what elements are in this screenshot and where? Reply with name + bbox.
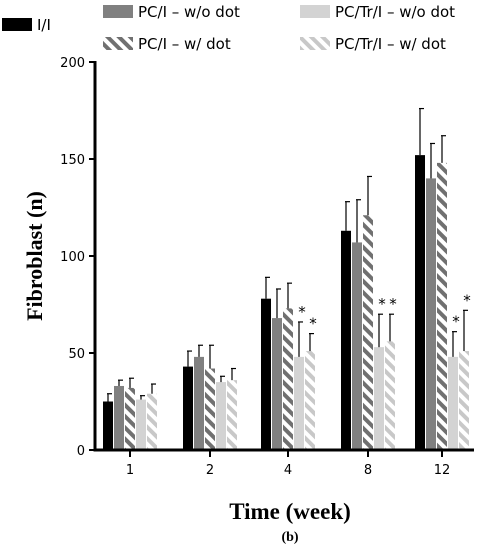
error-bar-i-i-week-12 [419,107,424,156]
error-bar-i-i-week-2 [187,350,192,367]
error-bar-pc-tr-i-w-dot-week-12 [463,309,468,352]
error-bar-i-i-week-8 [345,201,350,231]
error-bar-pc-tr-i-w-dot-week-4 [309,333,314,352]
legend: I/I PC/I – w/o dot PC/I – w/ dot PC/Tr/I – … [2,3,455,53]
error-bar-pc-tr-i-w-o-dot-week-8 [378,313,383,348]
bar-pc-i-w-o-dot-week-2 [194,356,204,450]
bar-pc-i-w-dot-week-8 [363,215,373,450]
error-bar-pc-i-w-dot-week-1 [129,377,134,388]
bar-pc-i-w-o-dot-week-1 [114,385,124,450]
bar-i-i-week-4 [261,298,271,450]
x-tick-label: 8 [364,463,372,478]
x-tick-label: 2 [206,463,214,478]
bar-pc-tr-i-w-dot-week-12 [459,351,469,450]
legend-label: PC/Tr/I – w/o dot [335,3,455,21]
bar-pc-tr-i-w-dot-week-2 [227,380,237,450]
bar-pc-tr-i-w-o-dot-week-1 [136,399,146,450]
error-bar-pc-tr-i-w-o-dot-week-2 [220,375,225,383]
legend-item-i-i: I/I [2,16,51,34]
legend-swatch [103,37,133,50]
error-bar-pc-i-w-dot-week-8 [367,175,372,216]
bar-pc-i-w-o-dot-week-8 [352,242,362,450]
legend-item-pc-tr-i-w-o-dot: PC/Tr/I – w/o dot [300,3,455,21]
x-axis-title: Time (week) [229,499,351,524]
error-bar-pc-i-w-o-dot-week-2 [198,344,203,357]
error-bar-pc-i-w-dot-week-12 [441,135,446,163]
bar-pc-tr-i-w-dot-week-8 [385,341,395,450]
error-bar-pc-tr-i-w-dot-week-2 [231,367,236,381]
y-tick-label: 100 [60,250,85,265]
error-bar-pc-i-w-dot-week-4 [287,282,292,309]
y-axis-title: Fibroblast (n) [22,191,47,321]
significance-marker: * [309,315,317,333]
bar-pc-tr-i-w-o-dot-week-12 [448,356,458,450]
legend-label: PC/Tr/I – w/ dot [335,35,446,53]
significance-marker: * [298,303,306,321]
bar-pc-i-w-dot-week-4 [283,308,293,450]
legend-swatch [300,5,330,18]
error-bar-pc-tr-i-w-o-dot-week-4 [298,321,303,357]
bar-i-i-week-2 [183,366,193,450]
legend-item-pc-tr-i-w-dot: PC/Tr/I – w/ dot [300,35,446,53]
error-bar-pc-i-w-o-dot-week-4 [276,288,281,319]
error-bar-pc-i-w-dot-week-2 [209,344,214,369]
legend-swatch [300,37,330,50]
bar-i-i-week-12 [415,155,425,450]
error-bar-pc-tr-i-w-dot-week-1 [151,383,156,394]
bar-pc-i-w-o-dot-week-12 [426,178,436,450]
bar-pc-tr-i-w-dot-week-1 [147,393,157,450]
legend-item-pc-i-w-dot: PC/I – w/ dot [103,35,231,53]
error-bar-i-i-week-4 [265,276,270,299]
legend-swatch [2,18,32,31]
legend-item-pc-i-w-o-dot: PC/I – w/o dot [103,3,240,21]
legend-label: PC/I – w/o dot [138,3,240,21]
error-bar-pc-tr-i-w-o-dot-week-1 [140,395,145,400]
error-bar-pc-i-w-o-dot-week-1 [118,379,123,386]
bar-pc-i-w-dot-week-2 [205,368,215,450]
x-tick-label: 4 [284,463,292,478]
bar-pc-tr-i-w-o-dot-week-2 [216,382,226,450]
legend-label: I/I [37,16,51,34]
significance-marker: * [378,295,386,313]
y-tick-label: 50 [68,347,85,362]
bar-i-i-week-1 [103,401,113,450]
error-bar-pc-tr-i-w-o-dot-week-12 [452,331,457,357]
bar-pc-tr-i-w-dot-week-4 [305,351,315,450]
figure-caption: (b) [281,530,298,545]
bar-pc-i-w-o-dot-week-4 [272,318,282,450]
error-bar-pc-tr-i-w-dot-week-8 [389,313,394,342]
bar-i-i-week-8 [341,230,351,450]
significance-marker: * [389,295,397,313]
bar-pc-i-w-dot-week-1 [125,387,135,450]
error-bar-pc-i-w-o-dot-week-8 [356,199,361,243]
x-tick-label: 12 [434,463,451,478]
y-tick-label: 0 [77,444,85,459]
x-tick-label: 1 [126,463,134,478]
y-tick-label: 200 [60,56,85,71]
significance-marker: * [463,291,471,309]
legend-swatch [103,5,133,18]
plot-area: *** *** [103,107,471,450]
bar-pc-tr-i-w-o-dot-week-8 [374,347,384,450]
bar-pc-tr-i-w-o-dot-week-4 [294,356,304,450]
y-tick-label: 150 [60,153,85,168]
error-bar-pc-i-w-o-dot-week-12 [430,142,435,179]
significance-marker: * [452,313,460,331]
bar-pc-i-w-dot-week-12 [437,162,447,450]
error-bar-i-i-week-1 [107,393,112,402]
legend-label: PC/I – w/ dot [138,35,231,53]
